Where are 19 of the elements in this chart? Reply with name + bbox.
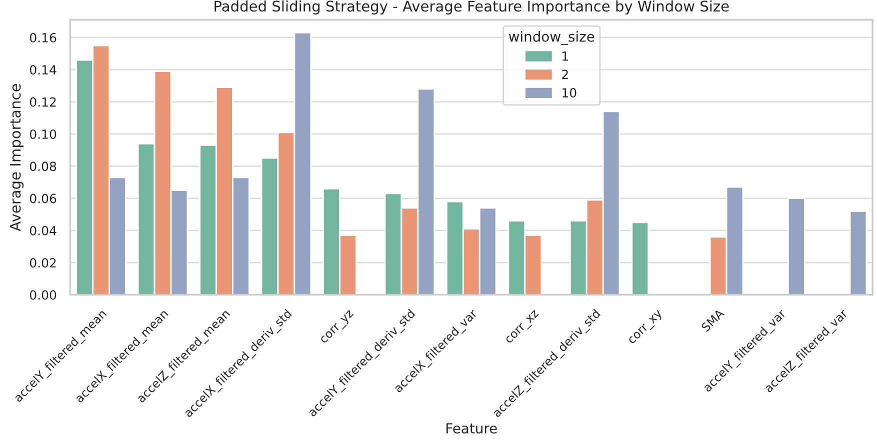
y-axis-title: Average Importance <box>10 84 24 232</box>
legend-label: 10 <box>562 88 576 98</box>
y-tick-label: 0.04 <box>30 226 56 236</box>
bar <box>849 210 868 295</box>
bar <box>631 222 650 295</box>
y-tick-label: 0.02 <box>30 258 56 268</box>
bar <box>788 198 806 295</box>
legend-label: 2 <box>562 70 568 79</box>
x-axis-title: Feature <box>446 423 497 434</box>
y-tick-label: 0.14 <box>30 65 56 75</box>
y-tick-label: 0.10 <box>30 129 56 139</box>
y-tick-label: 0.06 <box>30 194 56 204</box>
y-tick-label: 0.08 <box>30 162 56 172</box>
legend-title: window_size <box>508 31 594 45</box>
legend-label: 1 <box>562 52 568 61</box>
y-tick-label: 0.16 <box>30 32 56 42</box>
y-tick-label: 0.00 <box>30 290 56 300</box>
y-tick-label: 0.12 <box>30 97 56 107</box>
chart-title: Padded Sliding Strategy - Average Feature Importance by Window Size <box>214 0 729 14</box>
